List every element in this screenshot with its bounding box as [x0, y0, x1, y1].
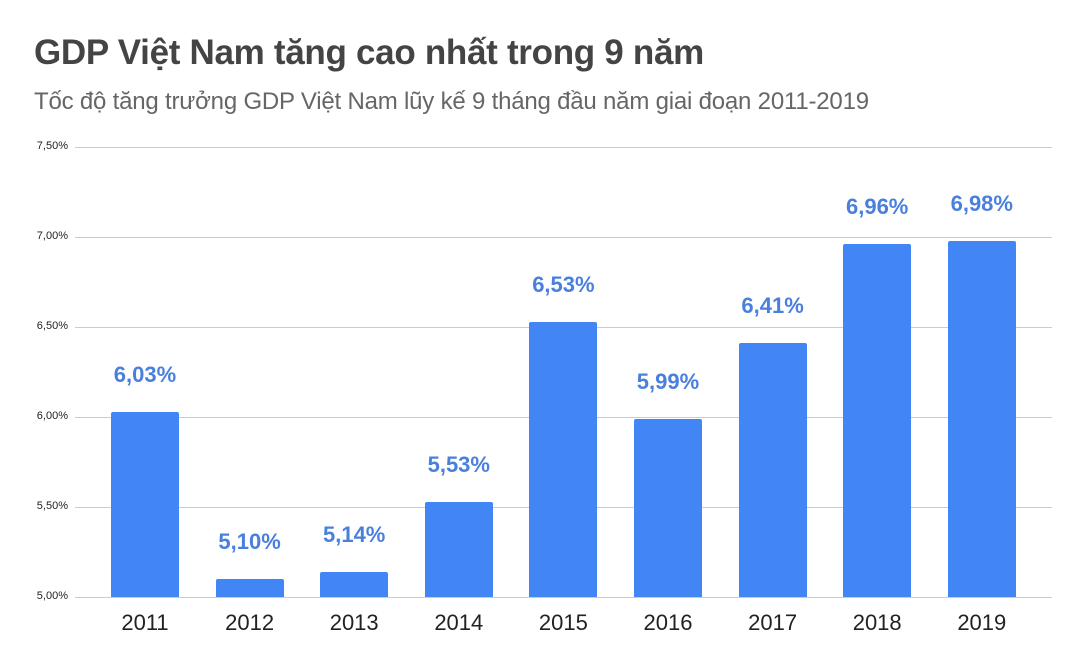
- bar-2013[interactable]: [320, 571, 389, 597]
- gridline: [75, 237, 1052, 238]
- data-label: 5,99%: [636, 368, 700, 394]
- x-axis-tick-label: 2017: [748, 610, 798, 635]
- bar-2017[interactable]: [738, 343, 807, 597]
- data-label: 6,03%: [113, 361, 177, 387]
- x-axis-tick-label: 2013: [329, 610, 379, 635]
- chart-title: GDP Việt Nam tăng cao nhất trong 9 năm: [34, 33, 704, 72]
- data-label: 6,98%: [950, 190, 1013, 216]
- data-label: 6,41%: [741, 293, 804, 319]
- y-axis-tick-label: 6,50%: [36, 320, 68, 332]
- bar-2012[interactable]: [215, 579, 284, 597]
- x-axis-tick-label: 2015: [538, 610, 588, 635]
- x-axis-tick-label: 2018: [852, 610, 902, 635]
- data-label: 6,96%: [845, 194, 909, 220]
- y-axis-tick-label: 7,00%: [36, 230, 68, 242]
- x-axis-tick-label: 2011: [121, 610, 169, 635]
- x-axis-tick-label: 2012: [225, 610, 275, 635]
- data-label: 5,14%: [322, 521, 386, 547]
- data-label: 5,10%: [218, 529, 281, 554]
- data-label: 6,53%: [532, 271, 595, 297]
- chart-subtitle: Tốc độ tăng trưởng GDP Việt Nam lũy kế 9…: [34, 88, 869, 115]
- bar-2014[interactable]: [424, 501, 493, 597]
- gridline: [75, 147, 1052, 148]
- y-axis-tick-label: 6,00%: [36, 410, 68, 422]
- bar-2011[interactable]: [111, 411, 179, 597]
- gridline: [75, 597, 1052, 598]
- bar-2015[interactable]: [529, 321, 598, 597]
- y-axis-tick-label: 5,00%: [36, 590, 68, 602]
- x-axis-tick-label: 2019: [957, 610, 1007, 635]
- y-axis-tick-label: 5,50%: [36, 500, 68, 512]
- x-axis-tick-label: 2014: [434, 610, 484, 635]
- data-label: 5,53%: [427, 451, 490, 477]
- y-axis-tick-label: 7,50%: [36, 140, 68, 152]
- x-axis-tick-label: 2016: [643, 610, 693, 635]
- bar-2018[interactable]: [843, 244, 912, 597]
- bar-2019[interactable]: [947, 240, 1016, 597]
- bar-2016[interactable]: [634, 418, 702, 597]
